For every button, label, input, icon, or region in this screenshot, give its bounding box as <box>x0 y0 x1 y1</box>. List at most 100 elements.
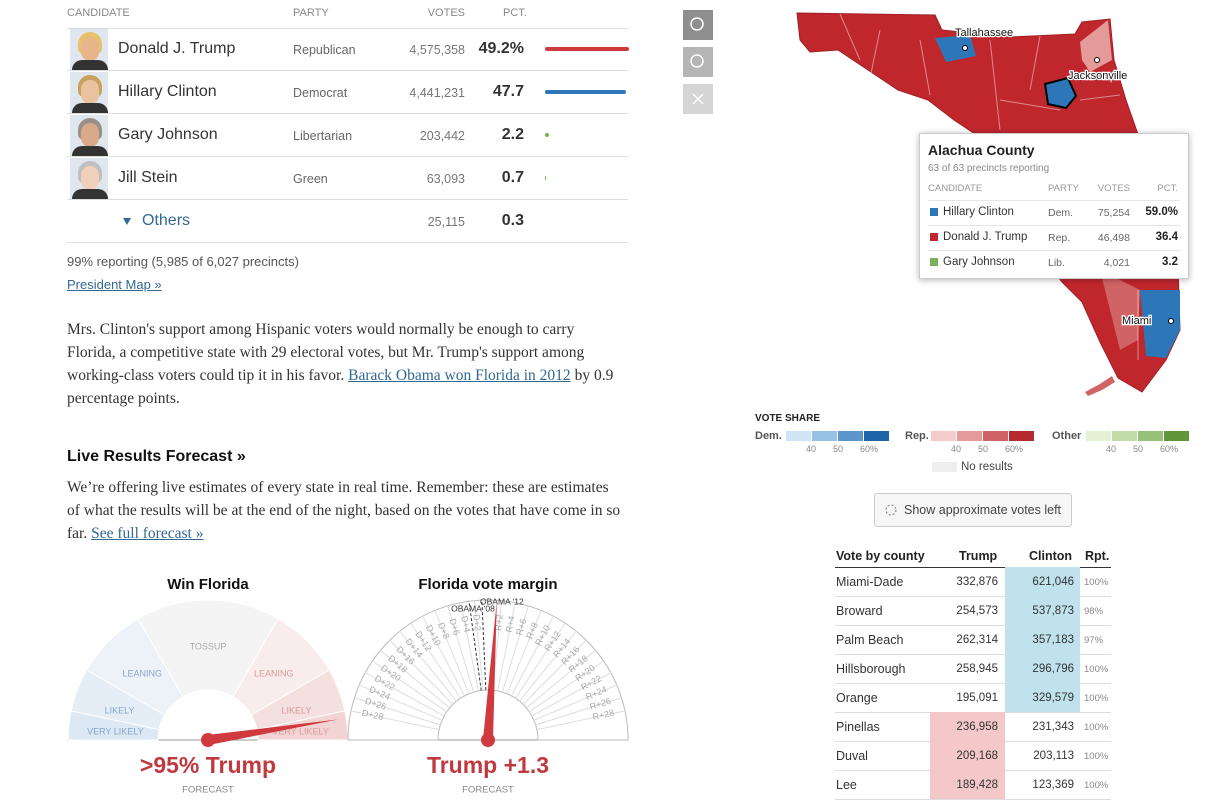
tick-line <box>497 602 516 692</box>
tick-line <box>519 630 577 702</box>
city-label: Miami <box>1122 315 1151 327</box>
map-control[interactable] <box>683 10 713 40</box>
photo-body <box>72 60 108 70</box>
trump-votes: 332,876 <box>956 576 998 588</box>
tick-line <box>535 697 622 726</box>
column-header: Vote by county <box>836 549 925 563</box>
tooltip-header: PCT. <box>1157 183 1178 194</box>
column-header: Rpt. <box>1085 549 1110 563</box>
votes: 63,093 <box>426 172 465 186</box>
spinner-icon <box>885 504 897 516</box>
reporting-pct: 100% <box>1084 693 1109 704</box>
forecast-heading[interactable]: Live Results Forecast » <box>67 448 246 465</box>
others-toggle[interactable]: Others <box>142 212 191 229</box>
reporting: 99% reporting (5,985 of 6,027 precincts) <box>67 254 299 269</box>
close-icon <box>692 93 704 105</box>
tooltip-row <box>928 225 1180 250</box>
gauge-outline <box>347 599 629 741</box>
gauge-label: LEANING <box>254 669 294 679</box>
tooltip-title: Alachua County <box>928 142 1035 158</box>
pct: 47.7 <box>492 83 524 100</box>
tick-line <box>447 605 475 693</box>
county-border <box>839 13 861 61</box>
vote-bar <box>545 133 549 137</box>
votes: 4,575,358 <box>409 43 465 57</box>
forecast-gauges: VERY LIKELY LIKELY LEANING TOSSUP LEANING LIK… <box>67 576 629 796</box>
county-name: Hillsborough <box>836 662 906 676</box>
trump-votes: 209,168 <box>956 750 998 762</box>
legend-swatch <box>1164 431 1189 441</box>
trump-votes: 262,314 <box>956 634 998 646</box>
legend-tick: 60% <box>1005 444 1024 454</box>
county-border <box>989 39 1001 131</box>
tick-line <box>354 697 441 726</box>
tick-line <box>380 649 450 709</box>
reporting-pct: 98% <box>1084 606 1104 617</box>
state-shape <box>796 12 1181 393</box>
legend: VOTE SHARE Dem. 40 50 60% Rep. 40 50 60% Other 40 5… <box>750 408 1210 478</box>
candidate-name: Hillary Clinton <box>118 83 217 100</box>
tick-line <box>422 615 466 697</box>
votes: 203,442 <box>419 129 465 143</box>
tick-line <box>536 710 626 731</box>
button-label: Show approximate votes left <box>904 503 1062 517</box>
county-border <box>1079 94 1121 101</box>
winner-cell <box>1005 683 1080 712</box>
text: Mrs. Clinton's support among Hispanic vo… <box>67 321 585 384</box>
legend-title: VOTE SHARE <box>755 413 821 424</box>
county-name: Pinellas <box>836 720 880 734</box>
county-light <box>1100 270 1140 350</box>
tooltip-row <box>928 250 1180 275</box>
legend-swatch <box>932 462 957 472</box>
pct: 49.2% <box>478 40 524 57</box>
winner-cell <box>930 770 1005 799</box>
link[interactable]: See full forecast » <box>91 525 204 542</box>
tick-label: R+4 <box>504 615 517 633</box>
county-name: Miami-Dade <box>836 575 904 589</box>
swatch <box>930 208 938 216</box>
legend-group-name: Dem. <box>755 430 782 442</box>
result-row <box>67 157 628 200</box>
text: by 0.9 percentage points. <box>67 367 614 407</box>
results-table: CANDIDATE PARTY VOTES PCT. Donald J. Trump Re… <box>67 0 629 245</box>
votes: 25,115 <box>427 215 465 229</box>
tooltip-name: Gary Johnson <box>943 256 1015 268</box>
candidate-name: Jill Stein <box>118 169 178 186</box>
tooltip-pct: 3.2 <box>1162 256 1178 268</box>
florida-map[interactable]: Tallahassee Jacksonville Miami <box>680 0 1217 400</box>
clinton-votes: 123,369 <box>1032 779 1074 791</box>
gauge-label: LEANING <box>122 669 162 679</box>
tick-label: D+28 <box>361 708 384 722</box>
tooltip-votes: 46,498 <box>1097 232 1130 244</box>
tick-line <box>529 660 604 713</box>
legend-swatch <box>812 431 837 441</box>
legend-swatch <box>957 431 982 441</box>
winner-cell <box>1005 596 1080 625</box>
result-row <box>67 200 628 243</box>
link[interactable]: Barack Obama won Florida in 2012 <box>348 367 571 384</box>
county-tooltip: Alachua County 63 of 63 precincts reporti… <box>919 133 1189 279</box>
map-control[interactable] <box>683 47 713 77</box>
map-link[interactable]: President Map » <box>67 277 162 292</box>
gauge-label: LIKELY <box>282 706 312 716</box>
tick-line <box>410 622 461 699</box>
candidate-name: Gary Johnson <box>118 126 218 143</box>
trump-votes: 189,428 <box>956 779 998 791</box>
county-row <box>835 626 1111 655</box>
county-row <box>835 655 1111 684</box>
tick-line <box>533 684 617 721</box>
city-label: Jacksonville <box>1068 70 1127 82</box>
tick-line <box>434 610 470 694</box>
legend-swatch <box>864 431 889 441</box>
photo-body <box>72 146 108 156</box>
tooltip-header: CANDIDATE <box>928 183 983 194</box>
gauge-label: TOSSUP <box>190 641 227 651</box>
gauge-note: FORECAST <box>462 785 514 796</box>
tick-line <box>526 649 596 709</box>
gauge-note: FORECAST <box>182 785 234 796</box>
needle-pivot <box>481 733 495 747</box>
votes-left-button[interactable]: Show approximate votes left <box>874 493 1072 527</box>
reference-label: OBAMA '08 <box>451 604 495 614</box>
legend-group-name: Other <box>1052 430 1082 442</box>
